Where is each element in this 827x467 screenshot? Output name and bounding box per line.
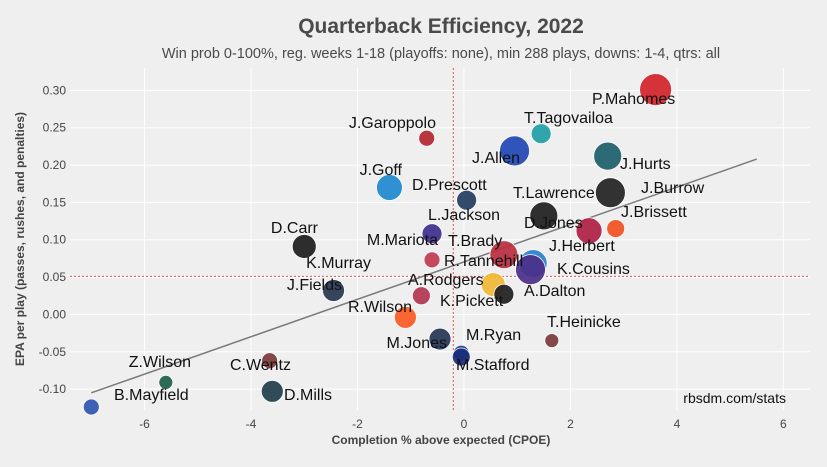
qb-label: A.Rodgers [408, 272, 484, 289]
qb-point [393, 306, 417, 329]
qb-point [529, 201, 559, 231]
qb-label: J.Brissett [621, 204, 687, 221]
qb-point [291, 234, 317, 259]
qb-point [456, 189, 478, 211]
qb-point [639, 73, 673, 107]
qb-label: M.Jones [387, 335, 447, 352]
qb-label: K.Cousins [557, 261, 630, 278]
qb-point [423, 251, 441, 269]
qb-label: T.Lawrence [513, 185, 595, 202]
qb-label: J.Hurts [620, 156, 671, 173]
chart-title: Quarterback Efficiency, 2022 [298, 15, 584, 38]
qb-label: T.Brady [448, 233, 502, 250]
qb-label: K.Pickett [440, 293, 504, 310]
y-tick-label: -0.05 [39, 345, 67, 359]
qb-label: J.Allen [472, 150, 520, 167]
x-tick-label: 0 [461, 417, 468, 431]
qb-point [499, 135, 530, 167]
x-axis-label: Completion % above expected (CPOE) [332, 433, 551, 447]
qb-label: D.Carr [271, 220, 319, 237]
y-axis-label: EPA per play (passes, rushes, and penalt… [13, 112, 27, 366]
qb-point [418, 129, 436, 147]
y-tick-label: 0.05 [43, 270, 67, 284]
qb-label: T.Heinicke [547, 314, 621, 331]
x-tick-label: 2 [567, 417, 574, 431]
y-tick-label: 0.25 [43, 121, 67, 135]
qb-point [421, 223, 443, 245]
qb-point [261, 352, 279, 370]
qb-point [575, 217, 603, 245]
qb-point [411, 286, 431, 306]
y-tick-label: 0.00 [43, 307, 67, 321]
qb-label: L.Jackson [428, 207, 500, 224]
qb-point [489, 240, 519, 270]
x-tick-label: 4 [674, 417, 681, 431]
qb-label: A.Dalton [524, 283, 585, 300]
qb-label: C.Wentz [230, 357, 291, 374]
qb-point [544, 333, 560, 348]
qb-point [530, 123, 552, 145]
y-tick-label: -0.10 [39, 382, 67, 396]
qb-label: M.Stafford [456, 357, 530, 374]
qb-point [158, 374, 174, 390]
x-tick-label: -2 [352, 417, 363, 431]
x-tick-label: 6 [780, 417, 787, 431]
qb-label: D.Prescott [412, 177, 487, 194]
qb-point [515, 254, 546, 286]
qb-point [376, 174, 403, 201]
qb-label: D.Mills [284, 387, 332, 404]
qb-point [322, 279, 345, 302]
qb-label: P.Mahomes [592, 91, 675, 108]
qb-label: K.Murray [306, 255, 371, 272]
qb-point [428, 327, 452, 351]
qb-label: R.Wilson [348, 299, 412, 316]
y-tick-label: 0.30 [43, 83, 67, 97]
qb-point [260, 379, 284, 403]
qb-label: M.Mariota [367, 232, 438, 249]
qb-point [82, 398, 100, 416]
chart-subtitle: Win prob 0-100%, reg. weeks 1-18 (playof… [162, 46, 720, 62]
qb-label: R.Tannehill [444, 253, 523, 270]
qb-point [606, 219, 626, 238]
qb-label: M.Ryan [466, 327, 521, 344]
y-tick-label: 0.15 [43, 195, 67, 209]
qb-label: D.Jones [524, 215, 583, 232]
qb-label: J.Garoppolo [349, 115, 436, 132]
qb-label: J.Fields [287, 277, 342, 294]
trend-line [91, 158, 758, 394]
credit-text: rbsdm.com/stats [683, 390, 786, 406]
y-tick-label: 0.20 [43, 158, 67, 172]
qb-label: J.Burrow [641, 180, 705, 197]
x-tick-label: -6 [139, 417, 150, 431]
qb-label: J.Goff [360, 162, 403, 179]
qb-point [594, 177, 626, 209]
qb-label: B.Mayfield [114, 387, 189, 404]
qb-label: Z.Wilson [129, 354, 191, 371]
y-tick-label: 0.10 [43, 233, 67, 247]
qb-point [493, 283, 515, 305]
qb-point [451, 347, 471, 367]
x-tick-label: -4 [246, 417, 257, 431]
qb-point [593, 141, 623, 171]
qb-label: T.Tagovailoa [524, 110, 613, 127]
plot-area: -6 -4 -2 0 2 4 6 -0.10 -0.05 0.00 0.05 0.10 0.15 0.20… [39, 68, 810, 431]
qb-label: J.Herbert [549, 238, 615, 255]
